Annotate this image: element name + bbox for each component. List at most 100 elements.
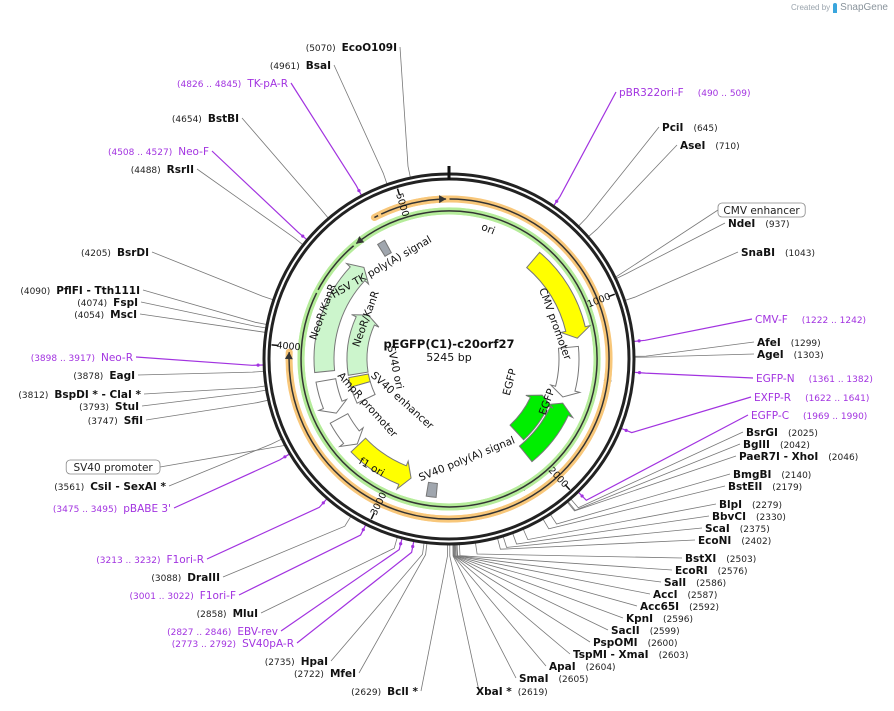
orf-arc [300, 210, 598, 508]
ruler-tick [564, 484, 571, 491]
restriction-site-label[interactable]: BsrGI (2025) [746, 427, 818, 439]
feature-callout-box[interactable] [717, 202, 806, 218]
primer-label[interactable]: (4826 .. 4845) TK-pA-R [177, 78, 288, 90]
restriction-site-label[interactable]: BbvCI (2330) [712, 511, 786, 523]
restriction-site-label[interactable]: SmaI (2605) [519, 673, 588, 685]
site-name: AseI [680, 140, 705, 152]
restriction-site-label[interactable]: AfeI (1299) [757, 337, 821, 349]
site-name: EcoRI [675, 565, 708, 577]
feature-ori-arrow[interactable] [526, 251, 592, 339]
leader-line [475, 543, 683, 559]
restriction-site-label[interactable]: (3878) EagI [73, 370, 135, 382]
feature-sv40-poly-a-signal-arrow[interactable] [425, 481, 438, 498]
feature-neor-kanr-arrow[interactable] [346, 314, 380, 376]
primer-marker-icon [637, 339, 641, 343]
restriction-site-label[interactable]: EcoRI (2576) [675, 565, 748, 577]
site-position: (3747) [88, 417, 118, 427]
restriction-site-label[interactable]: (4654) BstBI [172, 113, 239, 125]
restriction-site-label[interactable]: (3561) CsiI - SexAI * [54, 481, 166, 493]
restriction-site-label[interactable]: (2722) MfeI [294, 668, 356, 680]
restriction-site-label[interactable]: NdeI (937) [728, 218, 790, 230]
orf-arcs [284, 195, 613, 523]
restriction-site-label[interactable]: (3793) StuI [79, 401, 139, 413]
feature-callout-box[interactable] [65, 459, 161, 475]
site-name: BspDI * - ClaI * [54, 389, 141, 401]
restriction-site-label[interactable]: (2629) BclI * [351, 686, 418, 698]
restriction-site-label[interactable]: (2858) MluI [197, 608, 258, 620]
feature-sv40-ori-arrow[interactable] [348, 373, 371, 388]
feature-egfp-arrow[interactable] [518, 402, 575, 463]
primer-label[interactable]: (3475 .. 3495) pBABE 3' [53, 503, 171, 515]
primer-label[interactable]: EGFP-C (1969 .. 1990) [751, 410, 867, 422]
restriction-site-label[interactable]: BmgBI (2140) [733, 469, 811, 481]
restriction-site-label[interactable]: BglII (2042) [743, 439, 810, 451]
primer-name: EBV-rev [237, 626, 278, 638]
restriction-site-label[interactable]: PspOMI (2600) [593, 637, 678, 649]
primer-label[interactable]: (3213 .. 3232) F1ori-R [96, 554, 204, 566]
leader-line [542, 485, 726, 530]
restriction-site-label[interactable]: (4961) BsaI [270, 60, 331, 72]
primer-name: Neo-F [178, 146, 209, 158]
feature-sv40-promoter-arrow[interactable] [315, 378, 349, 414]
restriction-site-label[interactable]: (4074) FspI [77, 297, 138, 309]
restriction-site-label[interactable]: SalI (2586) [664, 577, 726, 589]
primer-name: SV40pA-R [242, 638, 294, 650]
plasmid-name: pEGFP(C1)-c20orf27 [384, 337, 515, 351]
restriction-site-label[interactable]: ApaI (2604) [549, 661, 616, 673]
primer-label[interactable]: (3001 .. 3022) F1ori-F [130, 590, 237, 602]
restriction-site-label[interactable]: EcoNI (2402) [698, 535, 771, 547]
restriction-site-label[interactable]: AccI (2587) [653, 589, 717, 601]
primer-label[interactable]: CMV-F (1222 .. 1242) [755, 314, 866, 326]
restriction-site-label[interactable]: AseI (710) [680, 140, 740, 152]
restriction-site-label[interactable]: (4205) BsrDI [81, 247, 149, 259]
site-position: (1303) [794, 351, 824, 361]
restriction-site-label[interactable]: (3088) DraIII [151, 572, 220, 584]
leader-line [512, 515, 710, 545]
feature-sv40-enhancer-arrow[interactable] [350, 381, 376, 404]
site-name: KpnI [626, 613, 653, 625]
ruler-tick [607, 293, 616, 298]
leader-line [550, 473, 731, 525]
restriction-site-label[interactable]: (4090) PflFI - Tth111I [20, 285, 140, 297]
restriction-site-label[interactable]: TspMI - XmaI (2603) [573, 649, 689, 661]
feature-egfp-arrow[interactable] [509, 394, 554, 441]
primer-label[interactable]: EXFP-R (1622 .. 1641) [754, 392, 869, 404]
restriction-site-label[interactable]: (3812) BspDI * - ClaI * [18, 389, 141, 401]
leader-line [502, 527, 703, 548]
ruler-tick [271, 344, 279, 347]
restriction-site-label[interactable]: XbaI * (2619) [476, 686, 548, 698]
primer-label[interactable]: (2773 .. 2792) SV40pA-R [172, 638, 294, 650]
restriction-site-label[interactable]: BstEII (2179) [728, 481, 802, 493]
feature-f1-ori-arrow[interactable] [350, 437, 412, 491]
feature-ampr-promoter-arrow[interactable] [329, 413, 365, 448]
primer-position: (490 .. 509) [698, 89, 751, 99]
restriction-site-label[interactable]: BstXI (2503) [685, 553, 756, 565]
restriction-site-label[interactable]: PciI (645) [662, 122, 718, 134]
restriction-site-label[interactable]: Acc65I (2592) [640, 601, 719, 613]
feature-cmv-promoter-arrow[interactable] [549, 345, 582, 398]
restriction-site-label[interactable]: BlpI (2279) [719, 499, 782, 511]
feature-hsv-tk-poly-a-signal-arrow[interactable] [376, 239, 392, 257]
restriction-site-label[interactable]: SacII (2599) [611, 625, 680, 637]
leader-line [222, 516, 351, 578]
restriction-site-label[interactable]: PaeR7I - XhoI (2046) [739, 451, 858, 463]
primer-label[interactable]: (4508 .. 4527) Neo-F [108, 146, 209, 158]
restriction-site-label[interactable]: AgeI (1303) [757, 349, 824, 361]
restriction-site-label[interactable]: KpnI (2596) [626, 613, 693, 625]
restriction-site-label[interactable]: (4054) MscI [74, 309, 137, 321]
primer-label[interactable]: (3898 .. 3917) Neo-R [31, 352, 133, 364]
primer-name: F1ori-R [167, 554, 204, 566]
primer-label[interactable]: (2827 .. 2846) EBV-rev [167, 626, 278, 638]
restriction-site-label[interactable]: (2735) HpaI [265, 656, 328, 668]
feature-neor-kanr-arrow[interactable] [313, 262, 370, 374]
restriction-site-label[interactable]: SnaBI (1043) [741, 247, 815, 259]
restriction-site-label[interactable]: (5070) EcoO109I [306, 42, 397, 54]
site-position: (2330) [756, 513, 786, 523]
primer-label[interactable]: pBR322ori-F (490 .. 509) [619, 87, 751, 99]
ruler-tick [396, 188, 401, 196]
restriction-site-label[interactable]: ScaI (2375) [705, 523, 770, 535]
restriction-site-label[interactable]: (4488) RsrII [131, 164, 194, 176]
restriction-site-label[interactable]: (3747) SfiI [88, 415, 143, 427]
primer-position: (1622 .. 1641) [805, 394, 869, 404]
primer-label[interactable]: EGFP-N (1361 .. 1382) [756, 373, 873, 385]
